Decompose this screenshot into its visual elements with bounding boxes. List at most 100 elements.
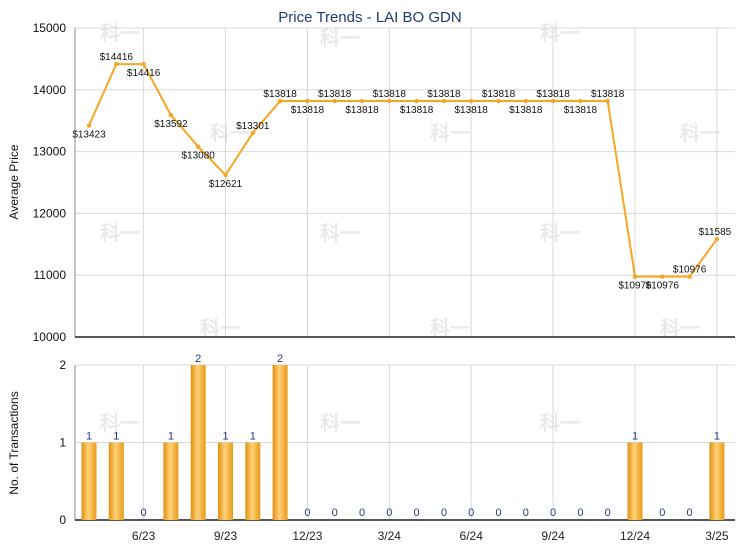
price-point-label: $10976 xyxy=(673,265,707,276)
transaction-y-tick-label: 2 xyxy=(59,358,66,372)
x-tick-label: 9/23 xyxy=(214,529,238,543)
price-point xyxy=(359,98,365,104)
transaction-bar xyxy=(190,365,206,520)
bar-value-label: 1 xyxy=(632,431,638,443)
watermark: 科一 xyxy=(100,221,140,245)
price-point-labels: $13423 $14416 $14416 $13592 $13080 $12621 $133… xyxy=(72,52,731,292)
bar-value-label: 1 xyxy=(86,431,92,443)
transaction-bar xyxy=(81,442,97,520)
price-y-tick-label: 14000 xyxy=(33,83,67,97)
price-point-label: $13818 xyxy=(509,105,543,116)
price-point-label: $13423 xyxy=(72,129,106,140)
bar-value-label: 2 xyxy=(277,353,283,365)
bar-value-label: 1 xyxy=(222,431,228,443)
bar-value-label: 0 xyxy=(550,507,556,519)
price-point-label: $12621 xyxy=(209,179,243,190)
price-point-label: $13301 xyxy=(236,121,270,132)
price-point xyxy=(496,98,501,104)
price-point xyxy=(277,98,283,104)
price-point xyxy=(86,123,92,128)
price-point xyxy=(550,98,556,104)
bar-value-label: 0 xyxy=(523,507,529,519)
bar-value-label: 0 xyxy=(659,507,665,519)
transaction-y-axis-label: No. of Transactions xyxy=(7,391,21,494)
transaction-bar xyxy=(163,442,179,520)
bar-value-label: 0 xyxy=(495,507,501,519)
transaction-y-ticks: 0 1 2 xyxy=(59,358,66,527)
watermark: 科一 xyxy=(320,26,360,50)
price-series xyxy=(86,61,720,279)
price-point xyxy=(196,144,201,149)
bar-value-label: 0 xyxy=(687,507,693,519)
price-line xyxy=(88,63,718,278)
price-point-label: $13818 xyxy=(400,105,434,116)
bar-value-label: 0 xyxy=(468,507,474,519)
price-point xyxy=(141,61,146,67)
watermark: 科一 xyxy=(320,411,360,435)
x-tick-label: 3/25 xyxy=(705,529,729,543)
bar-value-label: 2 xyxy=(195,353,201,365)
price-point-label: $13592 xyxy=(154,119,188,130)
price-point xyxy=(523,98,528,104)
price-point-label: $13818 xyxy=(373,89,407,100)
bar-value-label: 1 xyxy=(168,431,174,443)
price-point-label: $14416 xyxy=(127,68,161,79)
price-point-label: $13818 xyxy=(263,89,297,100)
x-tick-label: 12/24 xyxy=(620,529,650,543)
watermark: 科一 xyxy=(100,411,140,435)
x-tick-label: 3/24 xyxy=(378,529,402,543)
bar-value-label: 1 xyxy=(250,431,256,443)
bar-value-label: 1 xyxy=(714,431,720,443)
price-point xyxy=(414,98,419,104)
price-point xyxy=(605,98,610,104)
watermark: 科一 xyxy=(540,411,580,435)
chart-title: Price Trends - LAI BO GDN xyxy=(278,9,461,26)
price-point xyxy=(168,112,174,118)
bar-value-label: 1 xyxy=(113,431,119,443)
watermark: 科一 xyxy=(680,121,720,145)
bar-value-label: 0 xyxy=(332,507,338,519)
watermark: 科一 xyxy=(320,221,360,245)
price-point xyxy=(578,98,583,104)
price-y-tick-label: 11000 xyxy=(34,268,67,282)
x-tick-label: 6/23 xyxy=(132,529,156,543)
transaction-y-tick-label: 1 xyxy=(59,436,66,450)
bar-value-label: 0 xyxy=(577,507,583,519)
bar-value-label: 0 xyxy=(414,507,420,519)
transaction-bar xyxy=(272,365,288,520)
price-point xyxy=(305,98,310,104)
price-y-tick-label: 15000 xyxy=(33,21,67,35)
price-point-label: $13818 xyxy=(536,89,570,100)
bar-value-labels: 1 1 0 1 2 1 1 2 0 0 0 0 0 0 0 0 0 0 0 0 1 0 0 1 xyxy=(86,353,720,519)
x-tick-label: 9/24 xyxy=(541,529,565,543)
price-point-label: $13818 xyxy=(482,89,516,100)
price-point-label: $10976 xyxy=(618,281,652,292)
price-y-axis-label: Average Price xyxy=(7,144,21,219)
price-point-label: $13818 xyxy=(591,89,625,100)
price-point-label: $13818 xyxy=(564,105,598,116)
bar-value-label: 0 xyxy=(141,507,147,519)
price-point-label: $13818 xyxy=(291,105,325,116)
transaction-bars xyxy=(81,365,725,520)
price-point xyxy=(250,130,255,136)
watermark: 科一 xyxy=(430,121,470,145)
transaction-gridlines xyxy=(75,364,735,520)
price-point-label: $10976 xyxy=(646,281,680,292)
bar-value-label: 0 xyxy=(304,507,310,519)
watermark: 科一 xyxy=(540,221,580,245)
bar-value-label: 0 xyxy=(359,507,365,519)
bar-value-label: 0 xyxy=(441,507,447,519)
price-point-label: $13818 xyxy=(427,89,461,100)
transaction-bar xyxy=(108,442,124,520)
watermark: 科一 xyxy=(540,21,580,45)
axes-frame xyxy=(74,28,735,521)
price-point xyxy=(332,98,337,104)
transaction-bar xyxy=(218,442,233,520)
price-point-label: $13080 xyxy=(182,151,216,162)
watermark-layer: 科一 科一 科一 科一 科一 科一 科一 科一 科一 科一 科一 科一 科一 科… xyxy=(100,21,720,435)
watermark: 科一 xyxy=(100,21,140,45)
watermark: 科一 xyxy=(210,121,250,145)
transaction-bar xyxy=(245,442,261,520)
price-point-label: $14416 xyxy=(100,52,134,63)
